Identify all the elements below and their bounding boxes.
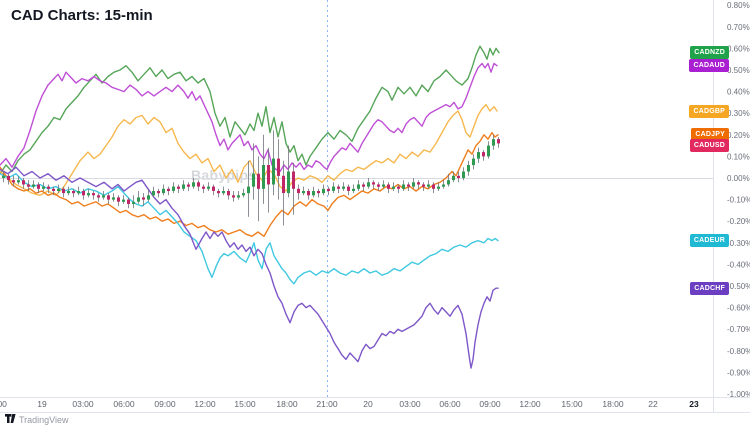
time-tick-label: 09:00 — [154, 399, 176, 409]
series-line-cadjpy — [0, 131, 499, 238]
time-tick-label: 03:00 — [399, 399, 421, 409]
pair-badge-cadnzd[interactable]: CADNZD — [690, 46, 729, 60]
time-tick-label: 20 — [363, 399, 373, 409]
series-line-cadeur — [0, 172, 499, 285]
series-candles-cadusd — [2, 130, 500, 226]
time-tick-label: 22 — [648, 399, 658, 409]
chart-title: CAD Charts: 15-min — [11, 7, 153, 24]
price-tick-label: 0.00% — [727, 174, 750, 183]
time-tick-label: 23 — [689, 399, 699, 409]
time-tick-label: 15:00 — [561, 399, 583, 409]
time-tick-label: :00 — [0, 399, 7, 409]
time-tick-label: 19 — [37, 399, 47, 409]
pair-badge-cadusd[interactable]: CADUSD — [689, 139, 729, 153]
tradingview-label: TradingView — [19, 414, 69, 425]
price-tick-label: 0.70% — [727, 23, 750, 32]
time-tick-label: 18:00 — [276, 399, 298, 409]
price-tick-label: -0.40% — [727, 260, 750, 269]
price-tick-label: -0.50% — [727, 282, 750, 291]
time-tick-label: 03:00 — [72, 399, 94, 409]
price-tick-label: 0.60% — [727, 44, 750, 53]
price-tick-label: 0.20% — [727, 131, 750, 140]
time-tick-label: 09:00 — [479, 399, 501, 409]
price-tick-label: -1.00% — [727, 390, 750, 399]
tradingview-logo-icon — [5, 414, 16, 425]
price-tick-label: 0.30% — [727, 109, 750, 118]
price-tick-label: -0.80% — [727, 347, 750, 356]
pair-badge-cadeur[interactable]: CADEUR — [689, 234, 729, 248]
time-tick-label: 21:00 — [316, 399, 338, 409]
time-tick-label: 12:00 — [519, 399, 541, 409]
pair-badge-cadgbp[interactable]: CADGBP — [689, 104, 729, 118]
time-axis[interactable]: :00 19 03:00 06:00 09:00 12:00 15:00 18:00 21:00… — [0, 399, 699, 409]
time-tick-label: 06:00 — [113, 399, 135, 409]
price-axis[interactable]: 0.80% 0.70% 0.60% 0.50% 0.40% 0.30% 0.20% 0.10%… — [727, 1, 750, 399]
time-tick-label: 06:00 — [439, 399, 461, 409]
series-line-cadgbp — [0, 103, 498, 197]
price-tick-label: 0.40% — [727, 88, 750, 97]
pair-badge-cadchf[interactable]: CADCHF — [690, 281, 729, 295]
price-tick-label: 0.10% — [727, 152, 750, 161]
price-tick-label: 0.50% — [727, 66, 750, 75]
series-line-cadaud — [0, 62, 498, 173]
series-line-cadchf — [0, 166, 499, 369]
pair-badge-cadjpy[interactable]: CADJPY — [691, 128, 729, 142]
price-tick-label: -0.30% — [727, 239, 750, 248]
price-tick-label: -0.70% — [727, 325, 750, 334]
price-tick-label: 0.80% — [727, 1, 750, 10]
time-tick-label: 12:00 — [194, 399, 216, 409]
price-tick-label: -0.90% — [727, 368, 750, 377]
price-tick-label: -0.10% — [727, 196, 750, 205]
pair-badge-cadaud[interactable]: CADAUD — [689, 59, 729, 73]
time-tick-label: 18:00 — [602, 399, 624, 409]
price-tick-label: -0.60% — [727, 304, 750, 313]
price-tick-label: -0.20% — [727, 217, 750, 226]
series-line-cadnzd — [0, 45, 500, 175]
tradingview-attribution[interactable]: TradingView — [5, 414, 69, 425]
time-tick-label: 15:00 — [234, 399, 256, 409]
